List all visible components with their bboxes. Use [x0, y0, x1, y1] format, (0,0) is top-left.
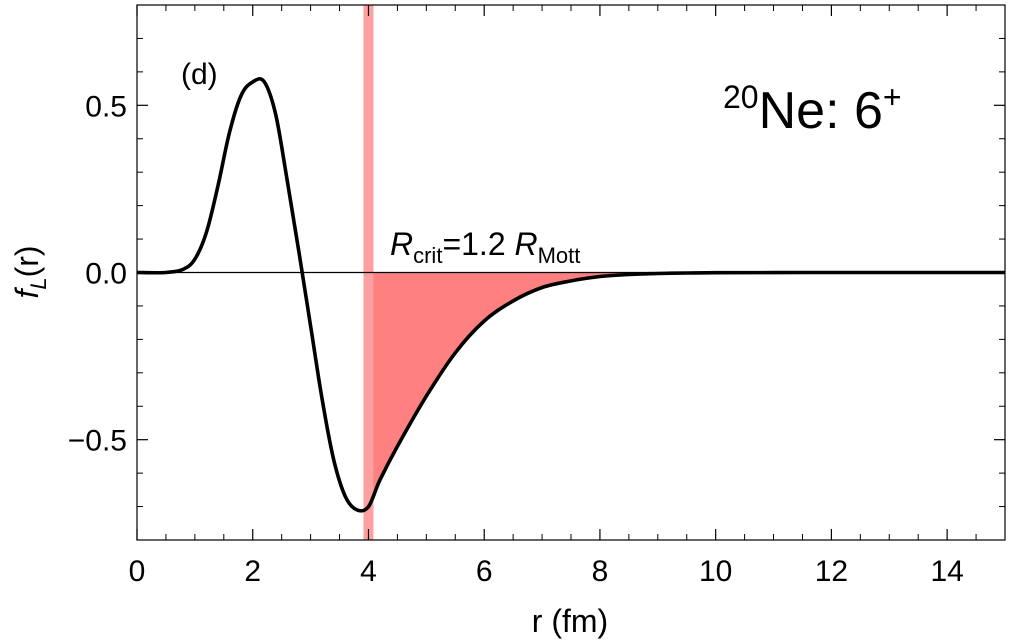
x-axis-ticks: 0 2 4 6 8 10 12 14 — [129, 5, 1006, 588]
y-tick-label: 0.0 — [85, 258, 127, 291]
x-tick-label: 14 — [930, 555, 963, 588]
y-axis-label: fL(r) — [9, 245, 51, 298]
series-curve — [136, 77, 1005, 513]
y-tick-label: −0.5 — [68, 425, 127, 458]
x-tick-label: 8 — [592, 555, 609, 588]
nucleus-state-label: 20Ne: 6+ — [723, 79, 902, 140]
shaded-region — [368, 272, 1005, 507]
y-axis-ticks: −0.5 0.0 0.5 — [68, 4, 1005, 541]
x-tick-label: 0 — [129, 555, 146, 588]
x-tick-label: 10 — [699, 555, 732, 588]
x-tick-label: 6 — [476, 555, 493, 588]
panel-label: (d) — [181, 58, 218, 91]
x-axis-label: r (fm) — [532, 603, 608, 639]
y-tick-label: 0.5 — [85, 90, 127, 123]
x-tick-label: 2 — [244, 555, 261, 588]
critical-radius-annotation: Rcrit=1.2 RMott — [390, 226, 580, 268]
x-tick-label: 12 — [815, 555, 848, 588]
x-tick-label: 4 — [360, 555, 377, 588]
